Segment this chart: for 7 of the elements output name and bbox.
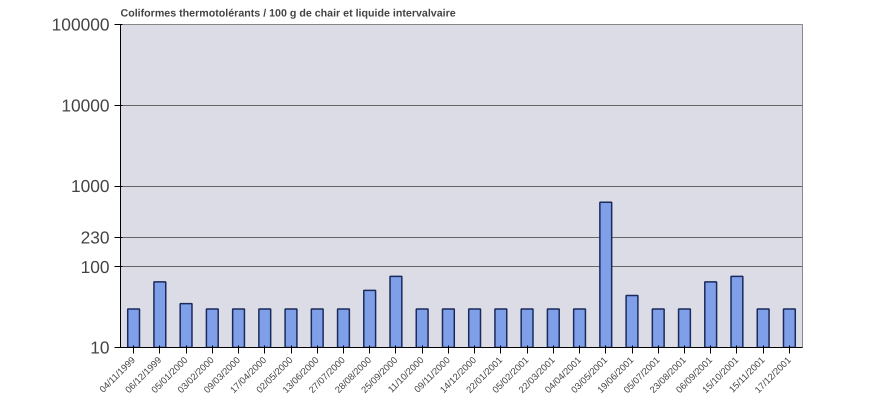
y-tick-label: 100 [80,256,110,277]
y-tick-label: 1000 [70,176,110,196]
chart-title: Coliformes thermotolérants / 100 g de chair et liquide intervalvaire [120,8,456,20]
y-tick-label: 10 [90,338,110,358]
y-tick-label: 10000 [61,95,110,116]
y-tick-label: 100000 [52,14,110,34]
y-tick-label: 230 [80,228,110,248]
